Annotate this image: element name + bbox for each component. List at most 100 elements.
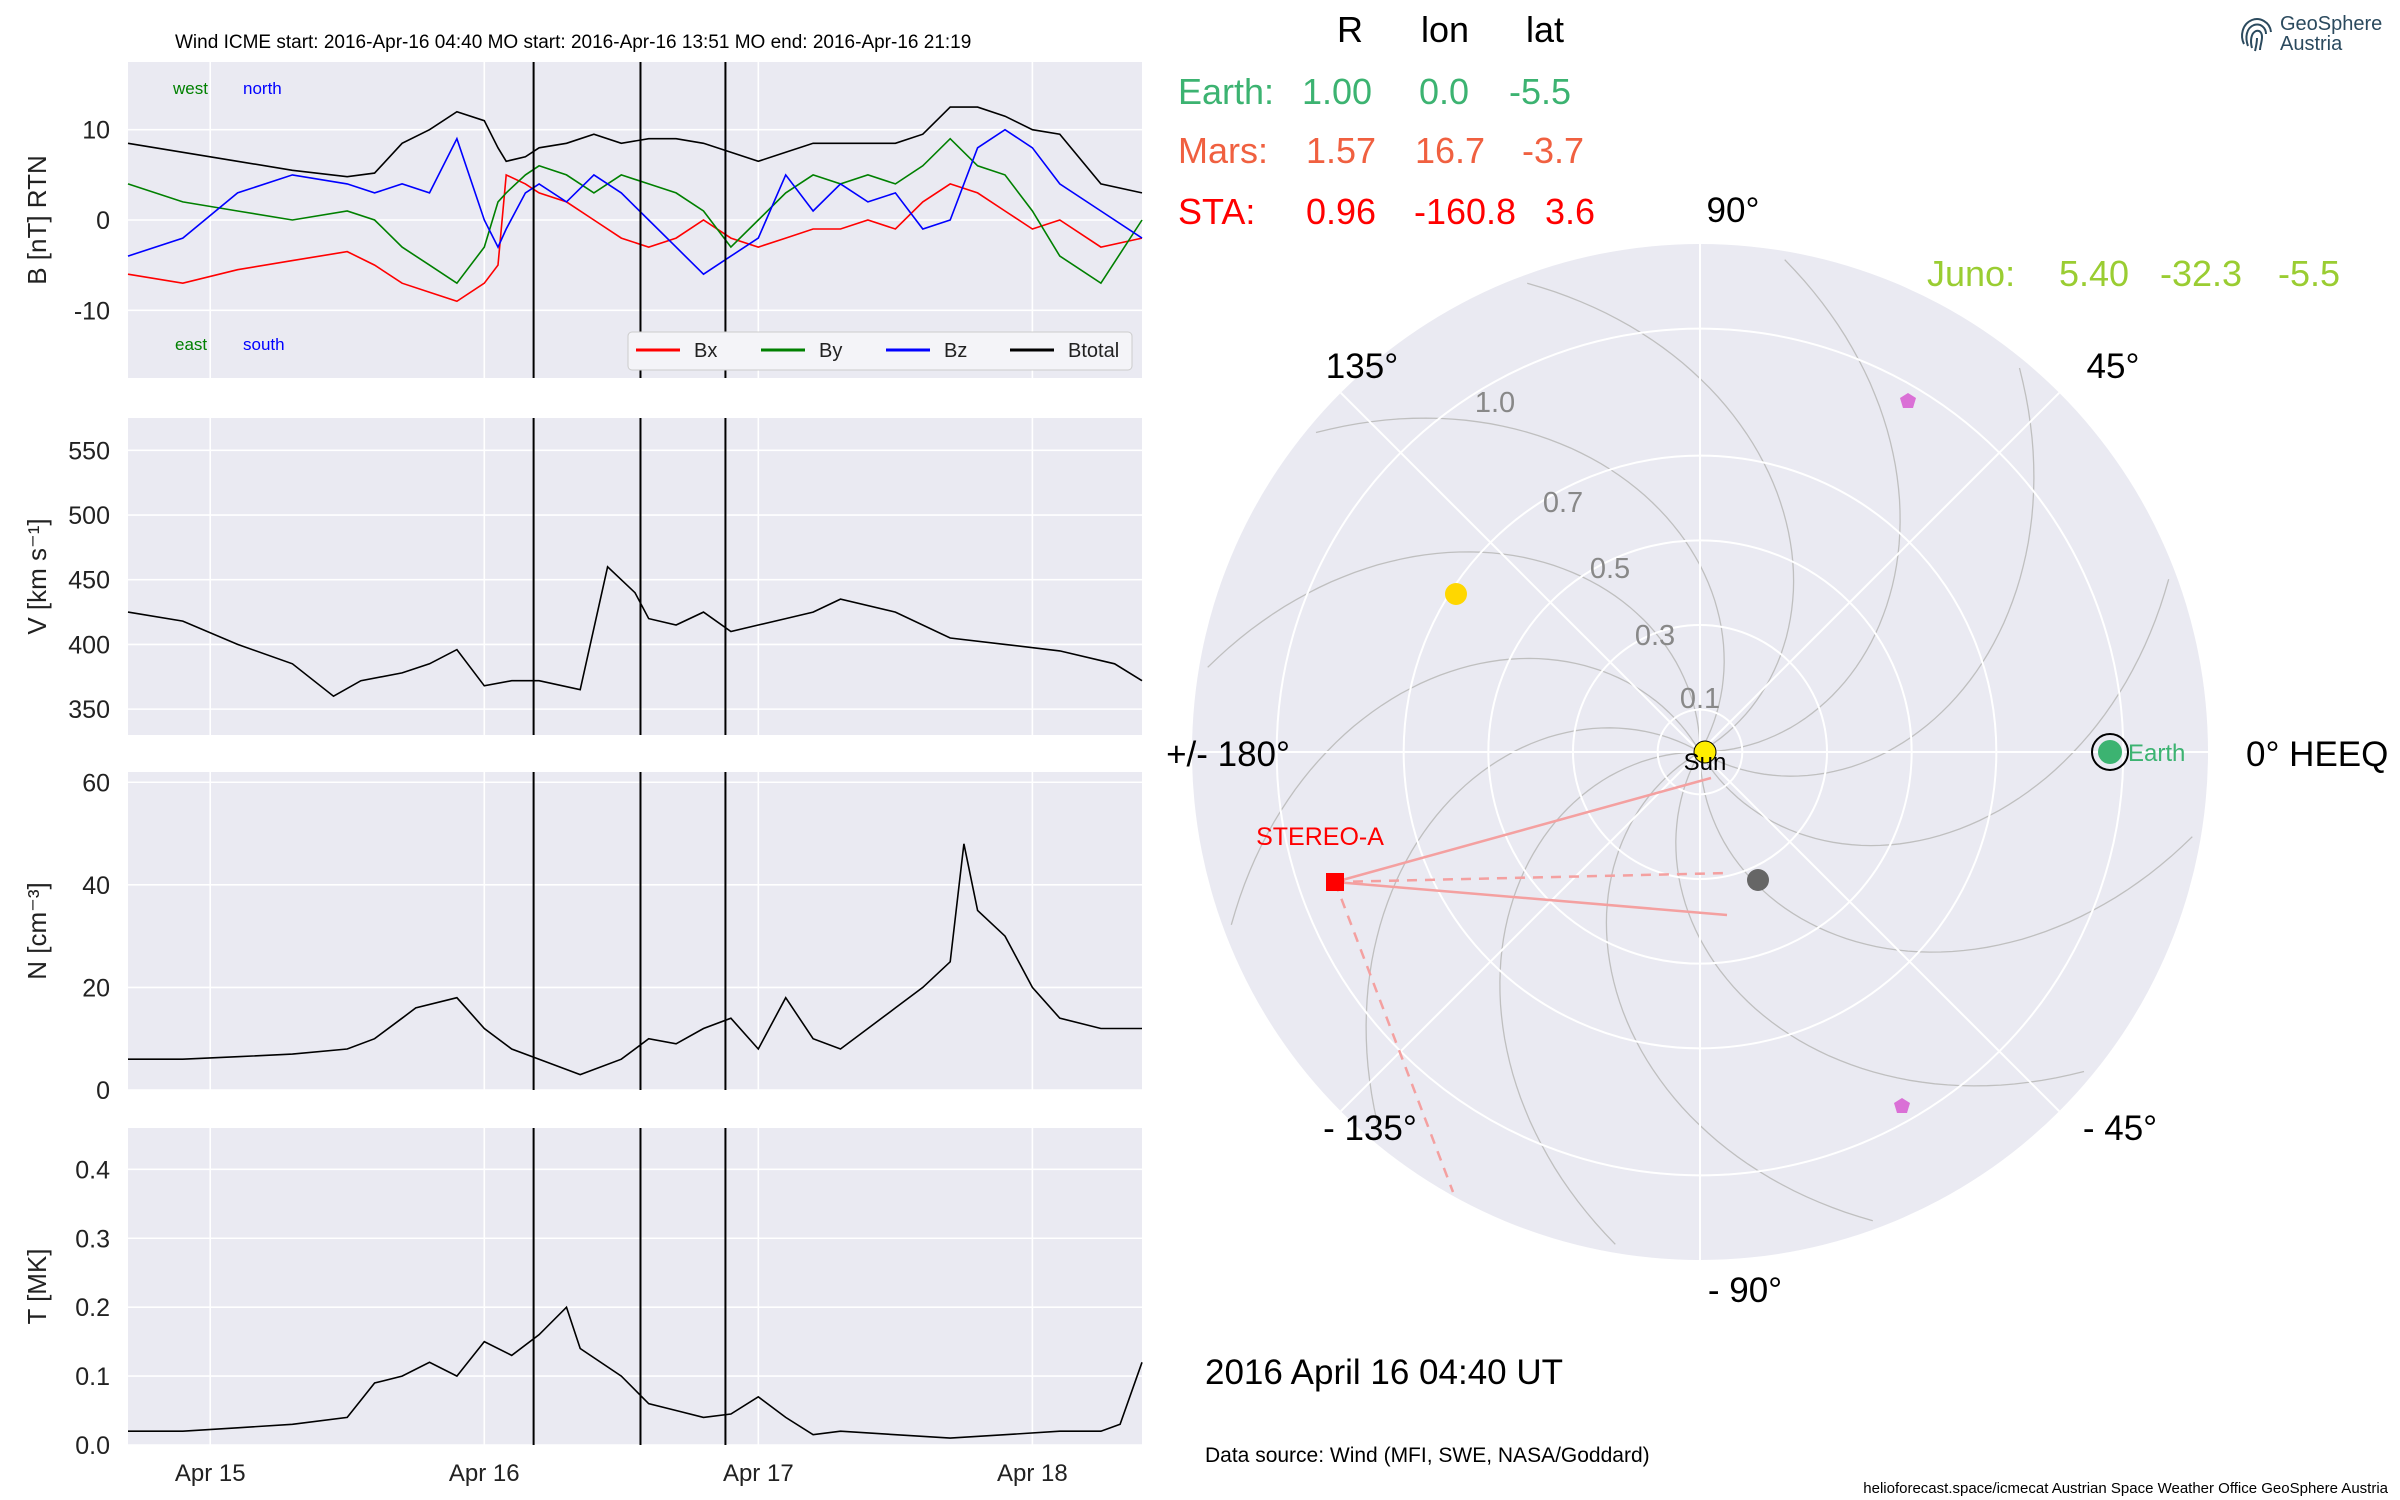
spiral-line xyxy=(1527,282,1795,753)
series-line-by xyxy=(127,137,1143,285)
annotation-west: west xyxy=(172,79,208,98)
spiral-line xyxy=(1699,259,1901,753)
angle-label: - 135° xyxy=(1323,1109,1417,1148)
annotation-east: east xyxy=(175,335,207,354)
juno-row-label: Juno: xyxy=(1927,253,2015,294)
angle-label: 0° HEEQ xyxy=(2246,735,2388,774)
earth-label: Earth xyxy=(2128,740,2185,767)
series-line-btotal xyxy=(127,106,1143,194)
y-tick-label: 10 xyxy=(82,117,110,145)
spiral-line xyxy=(1207,551,1701,753)
series-line-bx xyxy=(127,173,1143,303)
panel-background xyxy=(128,772,1142,1090)
y-axis-label: B [nT] RTN xyxy=(22,155,52,285)
stereo-fov-line xyxy=(1334,776,1712,884)
y-axis-label: V [km s⁻¹] xyxy=(22,518,52,634)
spiral-lines xyxy=(1207,259,2193,1245)
col-header-lon: lon xyxy=(1421,9,1469,50)
earth-row-label: Earth: xyxy=(1178,71,1274,112)
brand-sub: Austria xyxy=(2280,33,2343,55)
col-header-lat: lat xyxy=(1526,9,1564,50)
sta-row-r: 0.96 xyxy=(1306,191,1376,232)
polar-grid-spoke xyxy=(1699,392,2060,753)
y-tick-label: 0.1 xyxy=(75,1363,110,1391)
fingerprint-logo-icon xyxy=(2241,18,2272,52)
radial-label: 0.3 xyxy=(1635,620,1675,652)
probe-1-marker xyxy=(1900,393,1916,408)
stereo-a-label: STEREO-A xyxy=(1256,823,1384,851)
panel-magnetic_field: -10 0 10 B [nT] RTN west north east south Bx By Bz… xyxy=(22,62,1143,378)
series-line-n xyxy=(128,843,1142,1076)
venus-marker xyxy=(1445,583,1467,605)
series-line-t xyxy=(128,1305,1143,1439)
sun-marker xyxy=(1693,740,1717,764)
earth-marker xyxy=(2098,740,2122,764)
timeseries-panels: -10 0 10 B [nT] RTN west north east south Bx By Bz… xyxy=(22,62,1143,1487)
data-source: Data source: Wind (MFI, SWE, NASA/Goddar… xyxy=(1205,1444,1650,1467)
y-tick-label: 0.3 xyxy=(75,1225,110,1253)
radial-label: 0.1 xyxy=(1680,683,1720,715)
legend-box xyxy=(627,331,1133,371)
legend-label: Btotal xyxy=(1068,340,1119,362)
stereo-fov-dashed xyxy=(1334,871,1731,884)
x-tick-label: Apr 17 xyxy=(723,1460,794,1487)
y-tick-label: 450 xyxy=(68,567,110,595)
angle-label: - 45° xyxy=(2083,1109,2157,1148)
y-tick-label: 40 xyxy=(82,872,110,900)
mercury-marker xyxy=(1747,869,1769,891)
mars-row-label: Mars: xyxy=(1178,130,1268,171)
y-axis-label: N [cm⁻³] xyxy=(22,882,52,980)
y-axis-label: T [MK] xyxy=(22,1248,52,1324)
y-tick-label: 350 xyxy=(68,696,110,724)
earth-row-lon: 0.0 xyxy=(1419,71,1469,112)
panel-background xyxy=(128,1128,1142,1445)
angle-label: - 90° xyxy=(1708,1271,1782,1310)
sun-label: Sun xyxy=(1684,749,1727,776)
spiral-line xyxy=(1365,727,1701,1137)
panel-background xyxy=(128,418,1142,735)
spiral-line xyxy=(1605,751,1873,1222)
legend-label: Bz xyxy=(944,340,967,362)
sta-row-lat: 3.6 xyxy=(1545,191,1595,232)
col-header-r: R xyxy=(1337,9,1363,50)
spiral-line xyxy=(1499,751,1701,1245)
stereo-fov-dashed xyxy=(1333,881,1455,1193)
juno-row-r: 5.40 xyxy=(2059,253,2129,294)
y-tick-label: 550 xyxy=(68,437,110,465)
panel-speed: 350 400 450 500 550 V [km s⁻¹] xyxy=(22,418,1143,735)
position-table: R lon lat Earth: 1.00 0.0 -5.5 Mars: 1.5… xyxy=(1178,9,2340,294)
mars-row-lon: 16.7 xyxy=(1415,130,1485,171)
juno-row-lat: -5.5 xyxy=(2278,253,2340,294)
radial-label: 1.0 xyxy=(1475,387,1515,419)
y-tick-label: 0 xyxy=(96,1077,110,1105)
y-tick-label: 0.4 xyxy=(75,1156,110,1184)
legend: Bx By Bz Btotal xyxy=(627,331,1133,371)
y-tick-label: 400 xyxy=(68,631,110,659)
y-tick-label: 20 xyxy=(82,974,110,1002)
stereo-fov-line xyxy=(1334,880,1728,917)
legend-label: Bx xyxy=(694,340,717,362)
radial-label: 0.7 xyxy=(1543,487,1583,519)
spiral-line xyxy=(1699,367,2035,777)
spiral-line xyxy=(1315,417,1725,753)
radial-label: 0.5 xyxy=(1590,553,1630,585)
spiral-line xyxy=(1230,657,1701,925)
y-tick-label: 0.0 xyxy=(75,1432,110,1460)
sta-row-lon: -160.8 xyxy=(1414,191,1516,232)
sta-row-label: STA: xyxy=(1178,191,1255,232)
y-tick-label: 0.2 xyxy=(75,1294,110,1322)
y-tick-label: 60 xyxy=(82,769,110,797)
angle-label: 45° xyxy=(2087,347,2140,386)
brand-logo: GeoSphere Austria xyxy=(2238,14,2382,54)
spiral-line xyxy=(1675,751,2085,1087)
mars-row-r: 1.57 xyxy=(1306,130,1376,171)
polar-plot: 0.10.3 0.5 0.7 1.0 90° 45° 0° HEEQ - 45° - 90° - … xyxy=(1166,191,2388,1310)
panel-temperature: 0.0 0.1 0.2 0.3 0.4 T [MK] Apr 15 Apr 16 Apr 17 A… xyxy=(22,1128,1143,1487)
spiral-line xyxy=(1699,579,2170,847)
x-tick-label: Apr 16 xyxy=(449,1460,520,1487)
date-text: 2016 April 16 04:40 UT xyxy=(1205,1353,1563,1392)
y-tick-label: 500 xyxy=(68,502,110,530)
series-line-v xyxy=(127,565,1143,698)
series-line-bz xyxy=(127,128,1143,276)
